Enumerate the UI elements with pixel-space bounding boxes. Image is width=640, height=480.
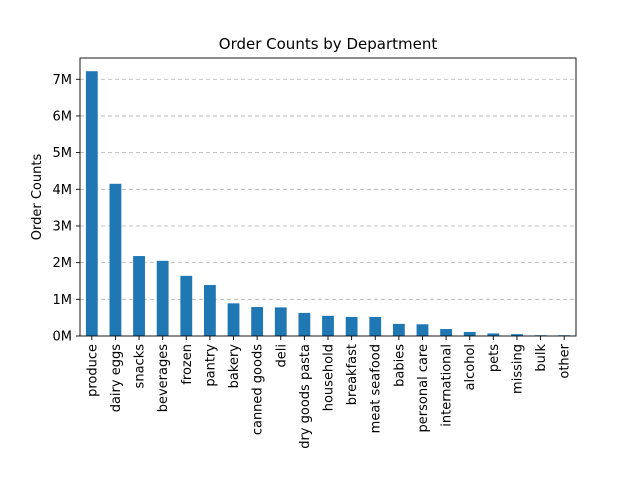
bar: [156, 260, 169, 336]
x-tick-label: beverages: [156, 344, 171, 413]
x-tick-label: other: [558, 343, 573, 378]
bar: [345, 316, 358, 336]
y-tick-label: 7M: [53, 73, 73, 88]
y-tick-label: 6M: [53, 109, 73, 124]
x-tick-label: snacks: [133, 344, 148, 389]
x-tick-label: household: [322, 344, 337, 411]
y-tick-label: 0M: [53, 330, 73, 345]
x-tick-label: babies: [392, 344, 407, 387]
x-tick-label: dairy eggs: [109, 344, 124, 413]
gridlines: [80, 78, 576, 300]
y-tick-label: 3M: [53, 219, 73, 234]
x-tick-label: alcohol: [463, 344, 478, 390]
x-tick-label: dry goods pasta: [298, 344, 313, 449]
x-tick-label: deli: [274, 344, 289, 367]
bar: [487, 333, 500, 336]
bar: [85, 71, 98, 337]
x-tick-label: breakfast: [345, 344, 360, 405]
plot-frame: [79, 57, 577, 337]
x-tick-label: meat seafood: [369, 344, 384, 433]
bar: [392, 323, 405, 336]
y-tick-label: 1M: [53, 293, 73, 308]
x-tick-label: bulk: [534, 344, 549, 372]
y-axis-label: Order Counts: [30, 154, 45, 241]
bars: [85, 71, 571, 337]
bar: [204, 285, 216, 336]
bar: [274, 307, 287, 336]
x-tick-label: missing: [510, 344, 525, 394]
bar: [180, 275, 193, 336]
bar: [227, 303, 240, 336]
bar: [369, 316, 382, 336]
y-tick-label: 2M: [53, 256, 73, 271]
y-axis: 0M 1M 2M 3M 4M 5M 6M 7M: [53, 73, 80, 345]
x-tick-label: international: [440, 344, 455, 427]
bar: [133, 256, 145, 336]
bar: [298, 312, 311, 336]
x-tick-label: pets: [487, 344, 502, 372]
x-tick-label: bakery: [227, 344, 242, 389]
y-tick-label: 4M: [53, 183, 73, 198]
bar: [463, 331, 476, 336]
bar: [511, 334, 523, 336]
chart-title: Order Counts by Department: [219, 35, 438, 53]
y-tick-label: 5M: [53, 146, 73, 161]
bar: [251, 307, 264, 336]
bar: [440, 329, 452, 336]
x-axis: produce dairy eggs snacks beverages frozen pa…: [85, 336, 573, 449]
x-tick-label: personal care: [416, 344, 431, 432]
bar: [322, 315, 334, 336]
bar: [109, 183, 122, 336]
x-tick-label: produce: [85, 344, 100, 397]
x-tick-label: canned goods: [251, 344, 266, 435]
x-tick-label: frozen: [180, 344, 195, 385]
x-tick-label: pantry: [203, 344, 218, 387]
bar: [416, 324, 429, 336]
